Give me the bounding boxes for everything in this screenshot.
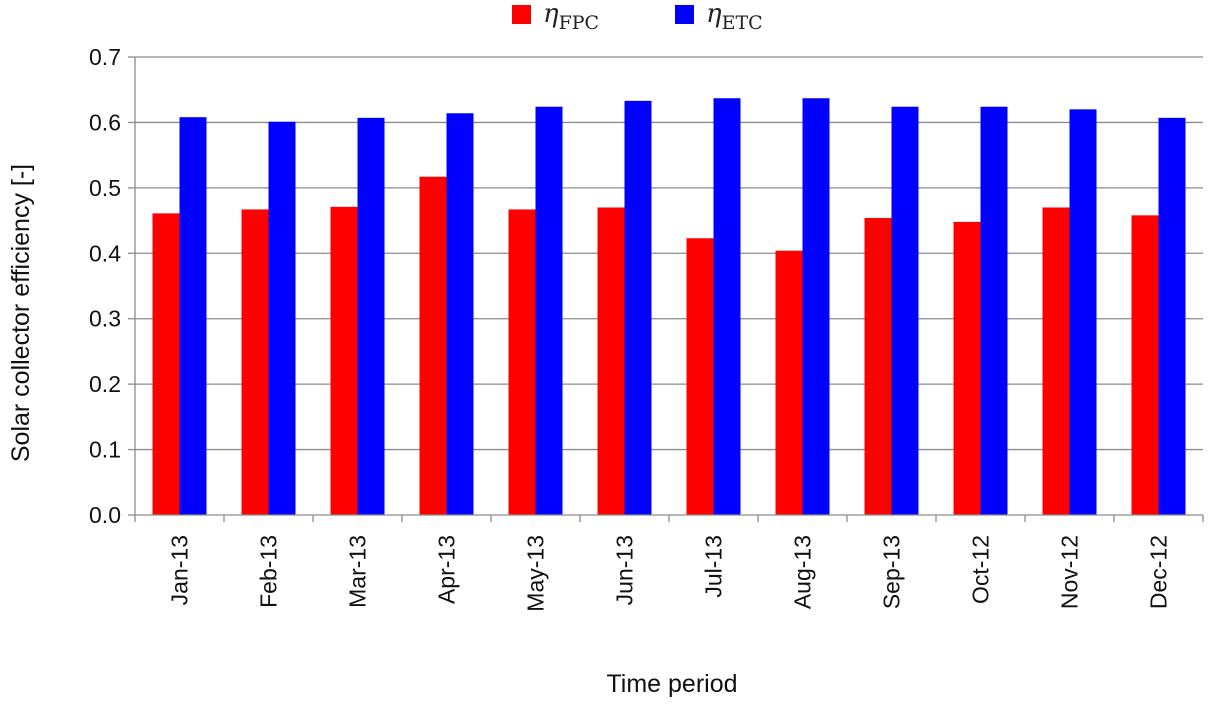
bar-fpc: [419, 176, 447, 515]
x-tick-label: Jul-13: [701, 535, 727, 598]
bar-fpc: [330, 206, 358, 515]
y-tick-label: 0.2: [89, 371, 121, 397]
bar-etc: [179, 117, 207, 516]
bar-etc: [535, 106, 563, 516]
x-tick-label: Sep-13: [879, 535, 905, 609]
bar-fpc: [864, 217, 892, 515]
y-tick-label: 0.0: [89, 502, 121, 528]
x-tick-label: Aug-13: [790, 535, 816, 609]
bar-fpc: [953, 221, 981, 515]
bar-etc: [802, 98, 830, 515]
bar-etc: [1158, 117, 1186, 515]
x-tick-label: May-13: [523, 535, 549, 612]
y-axis-title: Solar collector efficiency [-]: [7, 164, 35, 462]
bar-etc: [624, 100, 652, 515]
legend-symbol-etc: η: [706, 0, 722, 29]
bar-etc: [268, 121, 296, 515]
legend: ηFPC ηETC: [512, 0, 763, 34]
y-tick-label: 0.4: [89, 240, 121, 266]
bar-fpc: [775, 250, 803, 515]
legend-swatch-etc: [675, 5, 694, 24]
bar-fpc: [1042, 207, 1070, 515]
x-tick-label: Nov-12: [1057, 535, 1083, 609]
bar-etc: [713, 98, 741, 515]
y-tick-label: 0.6: [89, 109, 121, 135]
bar-etc: [1069, 109, 1097, 515]
bar-etc: [891, 106, 919, 516]
bar-fpc: [597, 207, 625, 515]
x-tick-label: Mar-13: [345, 535, 371, 608]
bar-fpc: [241, 209, 269, 515]
y-tick-label: 0.7: [89, 44, 121, 70]
x-tick-label: Apr-13: [434, 535, 460, 604]
legend-label-etc: ηETC: [706, 0, 763, 34]
bar-etc: [446, 113, 474, 516]
legend-symbol-fpc: η: [543, 0, 559, 29]
x-tick-labels: Jan-13 Feb-13 Mar-13 Apr-13 May-13 Jun-13 Jul-…: [167, 535, 1172, 612]
bar-fpc: [152, 213, 180, 516]
y-tick-label: 0.1: [89, 437, 121, 463]
bar-etc: [357, 117, 385, 515]
legend-subscript-fpc: FPC: [559, 12, 600, 34]
legend-subscript-etc: ETC: [722, 12, 763, 34]
x-tick-label: Dec-12: [1146, 535, 1172, 609]
x-tick-label: Feb-13: [256, 535, 282, 608]
x-tick-label: Jan-13: [167, 535, 193, 605]
bar-fpc: [508, 209, 536, 515]
axes: [134, 57, 1204, 522]
gridlines: [128, 56, 1203, 516]
y-tick-label: 0.3: [89, 306, 121, 332]
bar-etc: [980, 106, 1008, 516]
y-tick-label: 0.5: [89, 175, 121, 201]
x-tick-label: Jun-13: [612, 535, 638, 605]
bar-fpc: [686, 238, 714, 516]
legend-swatch-fpc: [512, 5, 531, 24]
x-tick-label: Oct-12: [968, 535, 994, 604]
bar-fpc: [1131, 215, 1159, 515]
x-axis-title: Time period: [606, 670, 737, 698]
legend-label-fpc: ηFPC: [543, 0, 599, 34]
bars: [152, 98, 1186, 516]
y-tick-labels: 0.0 0.1 0.2 0.3 0.4 0.5 0.6 0.7: [89, 44, 121, 528]
